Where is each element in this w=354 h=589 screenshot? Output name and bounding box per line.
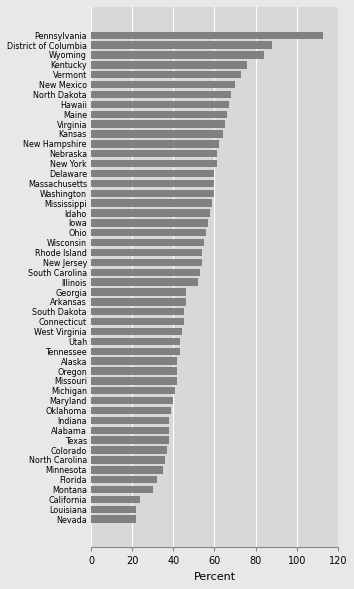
Bar [91, 446, 167, 454]
Bar [91, 387, 175, 395]
Bar [91, 407, 171, 414]
Bar [91, 515, 136, 523]
Bar [91, 32, 324, 39]
Bar [91, 466, 163, 474]
Bar [91, 505, 136, 513]
Bar [91, 219, 208, 227]
Bar [91, 397, 173, 405]
Bar [91, 436, 169, 444]
Bar [91, 298, 186, 306]
Bar [91, 249, 202, 256]
Bar [91, 150, 217, 157]
Bar [91, 120, 225, 128]
Bar [91, 101, 229, 108]
Bar [91, 71, 241, 78]
Bar [91, 130, 223, 138]
Bar [91, 456, 165, 464]
Bar [91, 486, 153, 493]
Bar [91, 348, 179, 355]
Bar [91, 368, 177, 375]
Bar [91, 289, 186, 296]
Bar [91, 337, 179, 345]
Bar [91, 170, 215, 177]
Bar [91, 279, 198, 286]
Bar [91, 377, 177, 385]
Bar [91, 318, 184, 325]
Bar [91, 239, 204, 246]
Bar [91, 358, 177, 365]
Bar [91, 111, 227, 118]
Bar [91, 200, 212, 207]
Bar [91, 496, 141, 503]
Bar [91, 190, 215, 197]
Bar [91, 140, 218, 148]
Bar [91, 61, 247, 68]
Bar [91, 180, 215, 187]
Bar [91, 209, 210, 217]
Bar [91, 417, 169, 424]
Bar [91, 259, 202, 266]
Bar [91, 269, 200, 276]
Bar [91, 91, 231, 98]
Bar [91, 81, 235, 88]
X-axis label: Percent: Percent [193, 572, 235, 582]
Bar [91, 229, 206, 236]
Bar [91, 41, 272, 49]
Bar [91, 160, 217, 167]
Bar [91, 308, 184, 316]
Bar [91, 426, 169, 434]
Bar [91, 328, 182, 335]
Bar [91, 51, 264, 59]
Bar [91, 476, 157, 484]
